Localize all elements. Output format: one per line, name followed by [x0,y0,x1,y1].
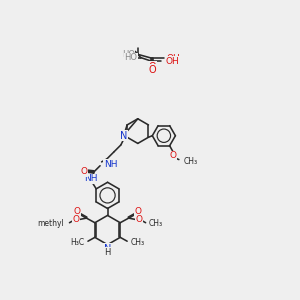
Text: NH: NH [84,174,98,183]
Text: O: O [80,167,87,176]
Text: O: O [73,215,80,224]
Text: N: N [120,131,128,141]
Text: CH₃: CH₃ [149,219,163,228]
Text: O: O [148,65,156,75]
Text: CH₃: CH₃ [184,157,198,166]
Text: O: O [148,62,156,72]
Text: NH: NH [104,160,117,169]
Text: O: O [74,207,81,216]
Text: N: N [120,131,128,141]
Text: methyl: methyl [37,219,64,228]
Text: O: O [170,151,177,160]
Text: O: O [134,207,141,216]
Text: H: H [104,248,111,257]
Text: O: O [135,215,142,224]
Text: OH: OH [167,54,181,63]
Text: H₃C: H₃C [71,238,85,247]
Text: HO: HO [124,53,137,62]
Text: CH₃: CH₃ [130,238,144,247]
Text: HO: HO [122,50,135,59]
Text: OH: OH [165,57,179,66]
Text: N: N [104,244,111,254]
